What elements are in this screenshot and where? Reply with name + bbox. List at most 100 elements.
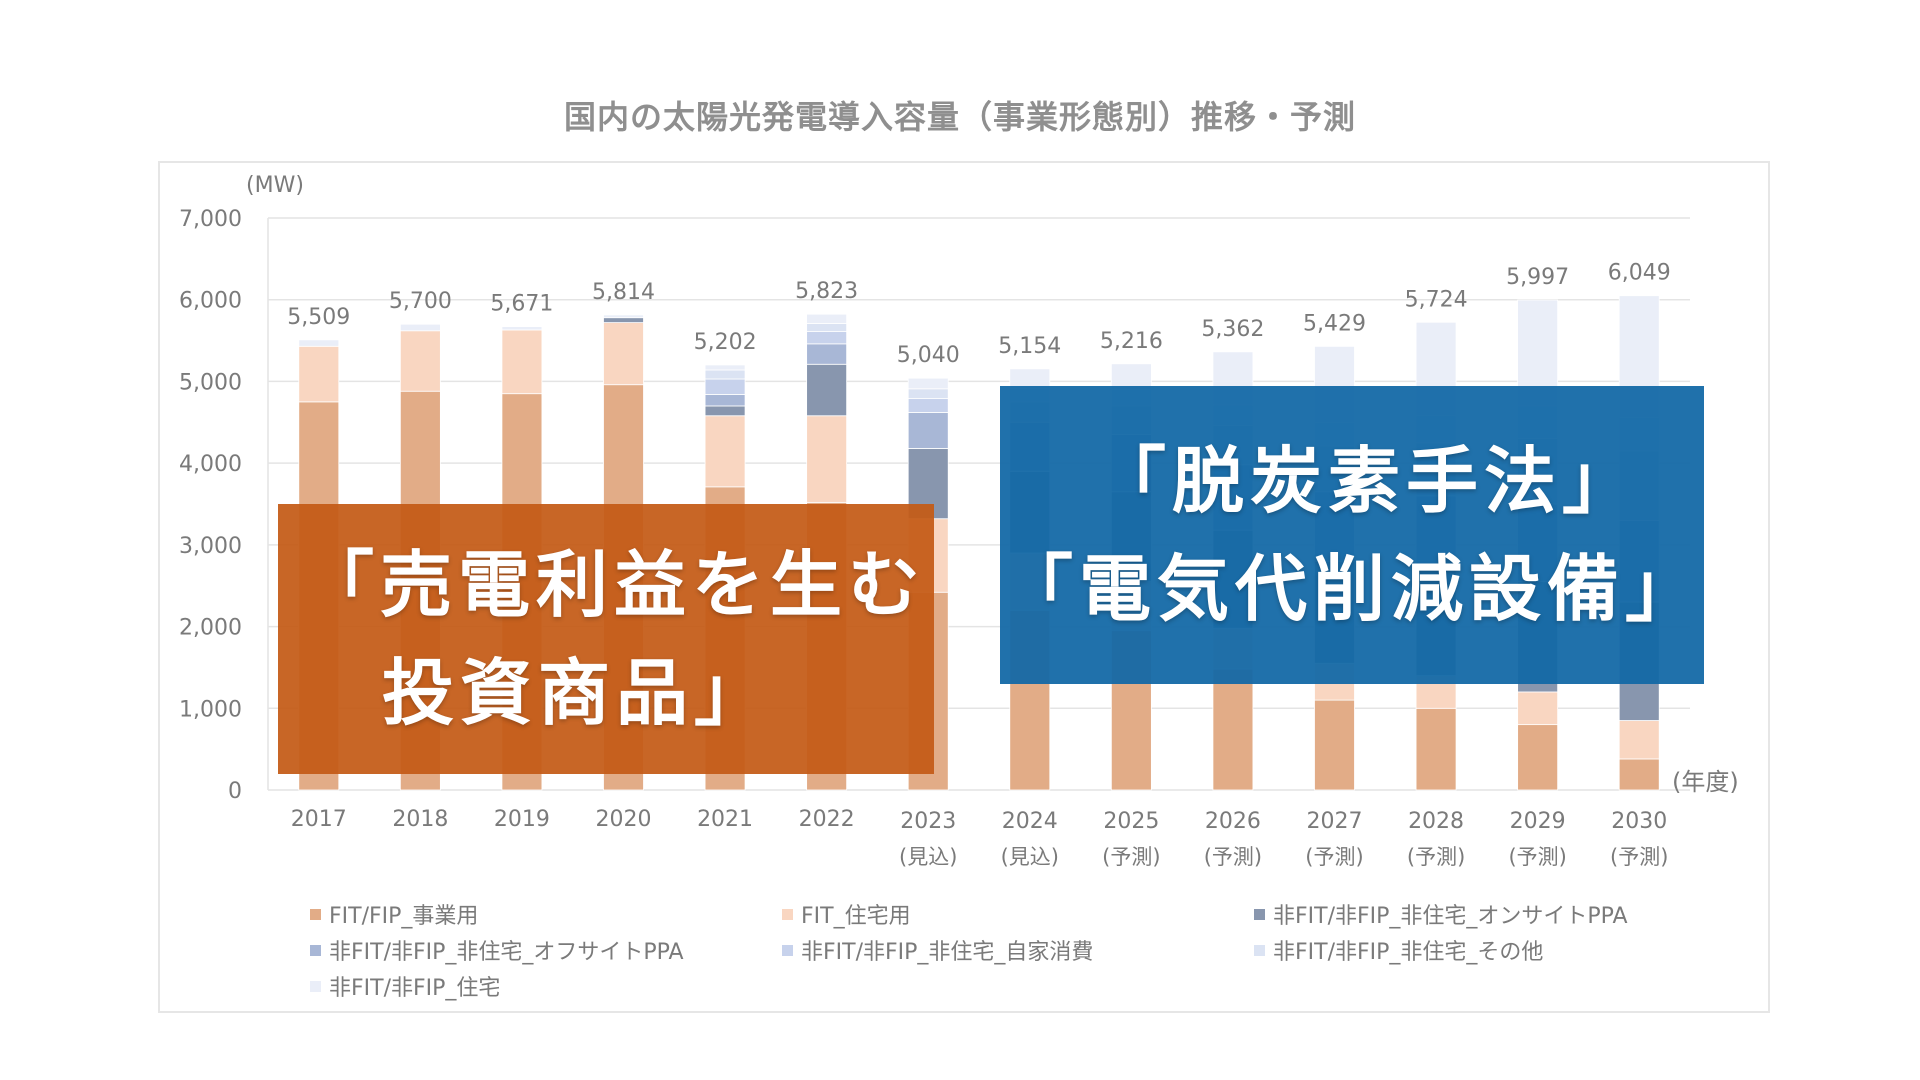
bar-total-label: 5,040 bbox=[897, 343, 960, 368]
y-tick-label: 5,000 bbox=[179, 370, 242, 395]
x-axis-unit-label: (年度) bbox=[1672, 768, 1739, 796]
bar-segment bbox=[1110, 363, 1152, 391]
y-axis-unit-label: (MW) bbox=[246, 173, 304, 198]
bar-segment bbox=[704, 364, 746, 371]
chart-legend: FIT/FIP_事業用 FIT_住宅用 非FIT/非FIP_非住宅_オンサイトPPA… bbox=[310, 900, 1730, 1001]
bar-segment bbox=[704, 394, 746, 407]
legend-label: FIT_住宅用 bbox=[801, 904, 911, 929]
bar-total-label: 5,724 bbox=[1405, 287, 1468, 312]
bar-segment bbox=[704, 415, 746, 488]
legend-item: 非FIT/非FIP_非住宅_その他 bbox=[1254, 936, 1726, 965]
bar-segment bbox=[399, 330, 441, 392]
bar-segment bbox=[907, 388, 949, 399]
legend-label: 非FIT/非FIP_住宅 bbox=[329, 976, 501, 1001]
legend-item: FIT/FIP_事業用 bbox=[310, 900, 782, 929]
legend-item: 非FIT/非FIP_住宅 bbox=[310, 972, 782, 1001]
x-tick-label: 2023 bbox=[900, 809, 956, 834]
x-tick-label: 2022 bbox=[799, 807, 855, 832]
y-tick-label: 4,000 bbox=[179, 452, 242, 477]
bar-segment bbox=[1314, 699, 1355, 791]
x-tick-sublabel: (予測) bbox=[1407, 845, 1465, 869]
bar-segment bbox=[1618, 720, 1660, 760]
y-tick-label: 0 bbox=[228, 779, 242, 804]
bar-segment bbox=[704, 378, 746, 395]
legend-label: 非FIT/非FIP_非住宅_オンサイトPPA bbox=[1273, 904, 1628, 929]
bar-total-label: 5,997 bbox=[1506, 265, 1569, 290]
legend-swatch bbox=[1254, 944, 1265, 956]
x-tick-label: 2029 bbox=[1510, 809, 1566, 834]
x-tick-label: 2026 bbox=[1205, 809, 1261, 834]
bar-segment bbox=[399, 323, 441, 332]
y-tick-label: 1,000 bbox=[179, 697, 242, 722]
x-tick-sublabel: (見込) bbox=[899, 845, 957, 869]
bar-segment bbox=[907, 377, 949, 390]
x-tick-label: 2018 bbox=[392, 807, 448, 832]
x-tick-sublabel: (予測) bbox=[1102, 845, 1160, 869]
x-tick-sublabel: (見込) bbox=[1001, 845, 1059, 869]
bar-total-label: 5,700 bbox=[389, 289, 452, 314]
bar-segment bbox=[298, 345, 340, 403]
legend-item: 非FIT/非FIP_非住宅_オフサイトPPA bbox=[310, 936, 782, 965]
y-tick-label: 3,000 bbox=[179, 534, 242, 559]
legend-swatch bbox=[782, 908, 793, 920]
bar-total-label: 6,049 bbox=[1608, 261, 1671, 286]
bar-total-label: 5,823 bbox=[795, 279, 858, 304]
overlay-investment-product: 「売電利益を生む 投資商品」 bbox=[278, 504, 934, 774]
x-tick-label: 2024 bbox=[1002, 809, 1058, 834]
bar-segment bbox=[806, 343, 848, 365]
bar-total-label: 5,429 bbox=[1303, 311, 1366, 336]
bar-segment bbox=[603, 317, 644, 323]
legend-swatch bbox=[310, 944, 321, 956]
legend-swatch bbox=[310, 980, 321, 992]
legend-item: 非FIT/非FIP_非住宅_オンサイトPPA bbox=[1254, 900, 1726, 929]
bar-segment bbox=[806, 313, 848, 324]
x-tick-label: 2025 bbox=[1103, 809, 1159, 834]
overlay-right-line1: 「脱炭素手法」 bbox=[1093, 439, 1640, 523]
y-tick-label: 2,000 bbox=[179, 616, 242, 641]
legend-item: FIT_住宅用 bbox=[782, 900, 1254, 929]
x-tick-label: 2020 bbox=[596, 807, 652, 832]
x-tick-sublabel: (予測) bbox=[1508, 845, 1566, 869]
bar-segment bbox=[603, 314, 644, 319]
bar-segment bbox=[1517, 724, 1559, 791]
bar-segment bbox=[907, 398, 949, 413]
x-tick-label: 2019 bbox=[494, 807, 550, 832]
bar-segment bbox=[1618, 758, 1660, 791]
legend-swatch bbox=[782, 944, 793, 956]
bar-total-label: 5,509 bbox=[287, 305, 350, 330]
legend-label: FIT/FIP_事業用 bbox=[329, 904, 479, 929]
x-tick-label: 2027 bbox=[1307, 809, 1363, 834]
legend-label: 非FIT/非FIP_非住宅_自家消費 bbox=[801, 940, 1094, 965]
y-tick-label: 6,000 bbox=[179, 289, 242, 314]
bar-segment bbox=[603, 322, 644, 386]
legend-swatch bbox=[310, 908, 321, 920]
y-tick-label: 7,000 bbox=[179, 207, 242, 232]
bar-segment bbox=[704, 369, 746, 380]
overlay-left-line2: 投資商品」 bbox=[382, 651, 773, 735]
bar-total-label: 5,202 bbox=[694, 330, 757, 355]
bar-total-label: 5,216 bbox=[1100, 329, 1163, 354]
x-tick-sublabel: (予測) bbox=[1204, 845, 1262, 869]
overlay-right-line2: 「電気代削減設備」 bbox=[1000, 547, 1703, 631]
bar-segment bbox=[806, 331, 848, 345]
bar-segment bbox=[501, 329, 543, 395]
overlay-left-line1: 「売電利益を生む bbox=[302, 543, 927, 627]
bar-segment bbox=[907, 412, 949, 449]
x-tick-label: 2017 bbox=[291, 807, 347, 832]
bar-total-label: 5,362 bbox=[1201, 317, 1264, 342]
bar-total-label: 5,154 bbox=[998, 334, 1061, 359]
x-tick-sublabel: (予測) bbox=[1610, 845, 1668, 869]
x-tick-label: 2030 bbox=[1611, 809, 1667, 834]
legend-item: 非FIT/非FIP_非住宅_自家消費 bbox=[782, 936, 1254, 965]
x-tick-label: 2028 bbox=[1408, 809, 1464, 834]
legend-swatch bbox=[1254, 908, 1265, 920]
bar-segment bbox=[806, 363, 848, 417]
x-tick-sublabel: (予測) bbox=[1305, 845, 1363, 869]
bar-segment bbox=[1517, 691, 1559, 726]
legend-label: 非FIT/非FIP_非住宅_その他 bbox=[1273, 940, 1544, 965]
bar-total-label: 5,814 bbox=[592, 280, 655, 305]
legend-label: 非FIT/非FIP_非住宅_オフサイトPPA bbox=[329, 940, 684, 965]
bar-segment bbox=[806, 323, 848, 332]
chart-title: 国内の太陽光発電導入容量（事業形態別）推移・予測 bbox=[563, 98, 1356, 136]
